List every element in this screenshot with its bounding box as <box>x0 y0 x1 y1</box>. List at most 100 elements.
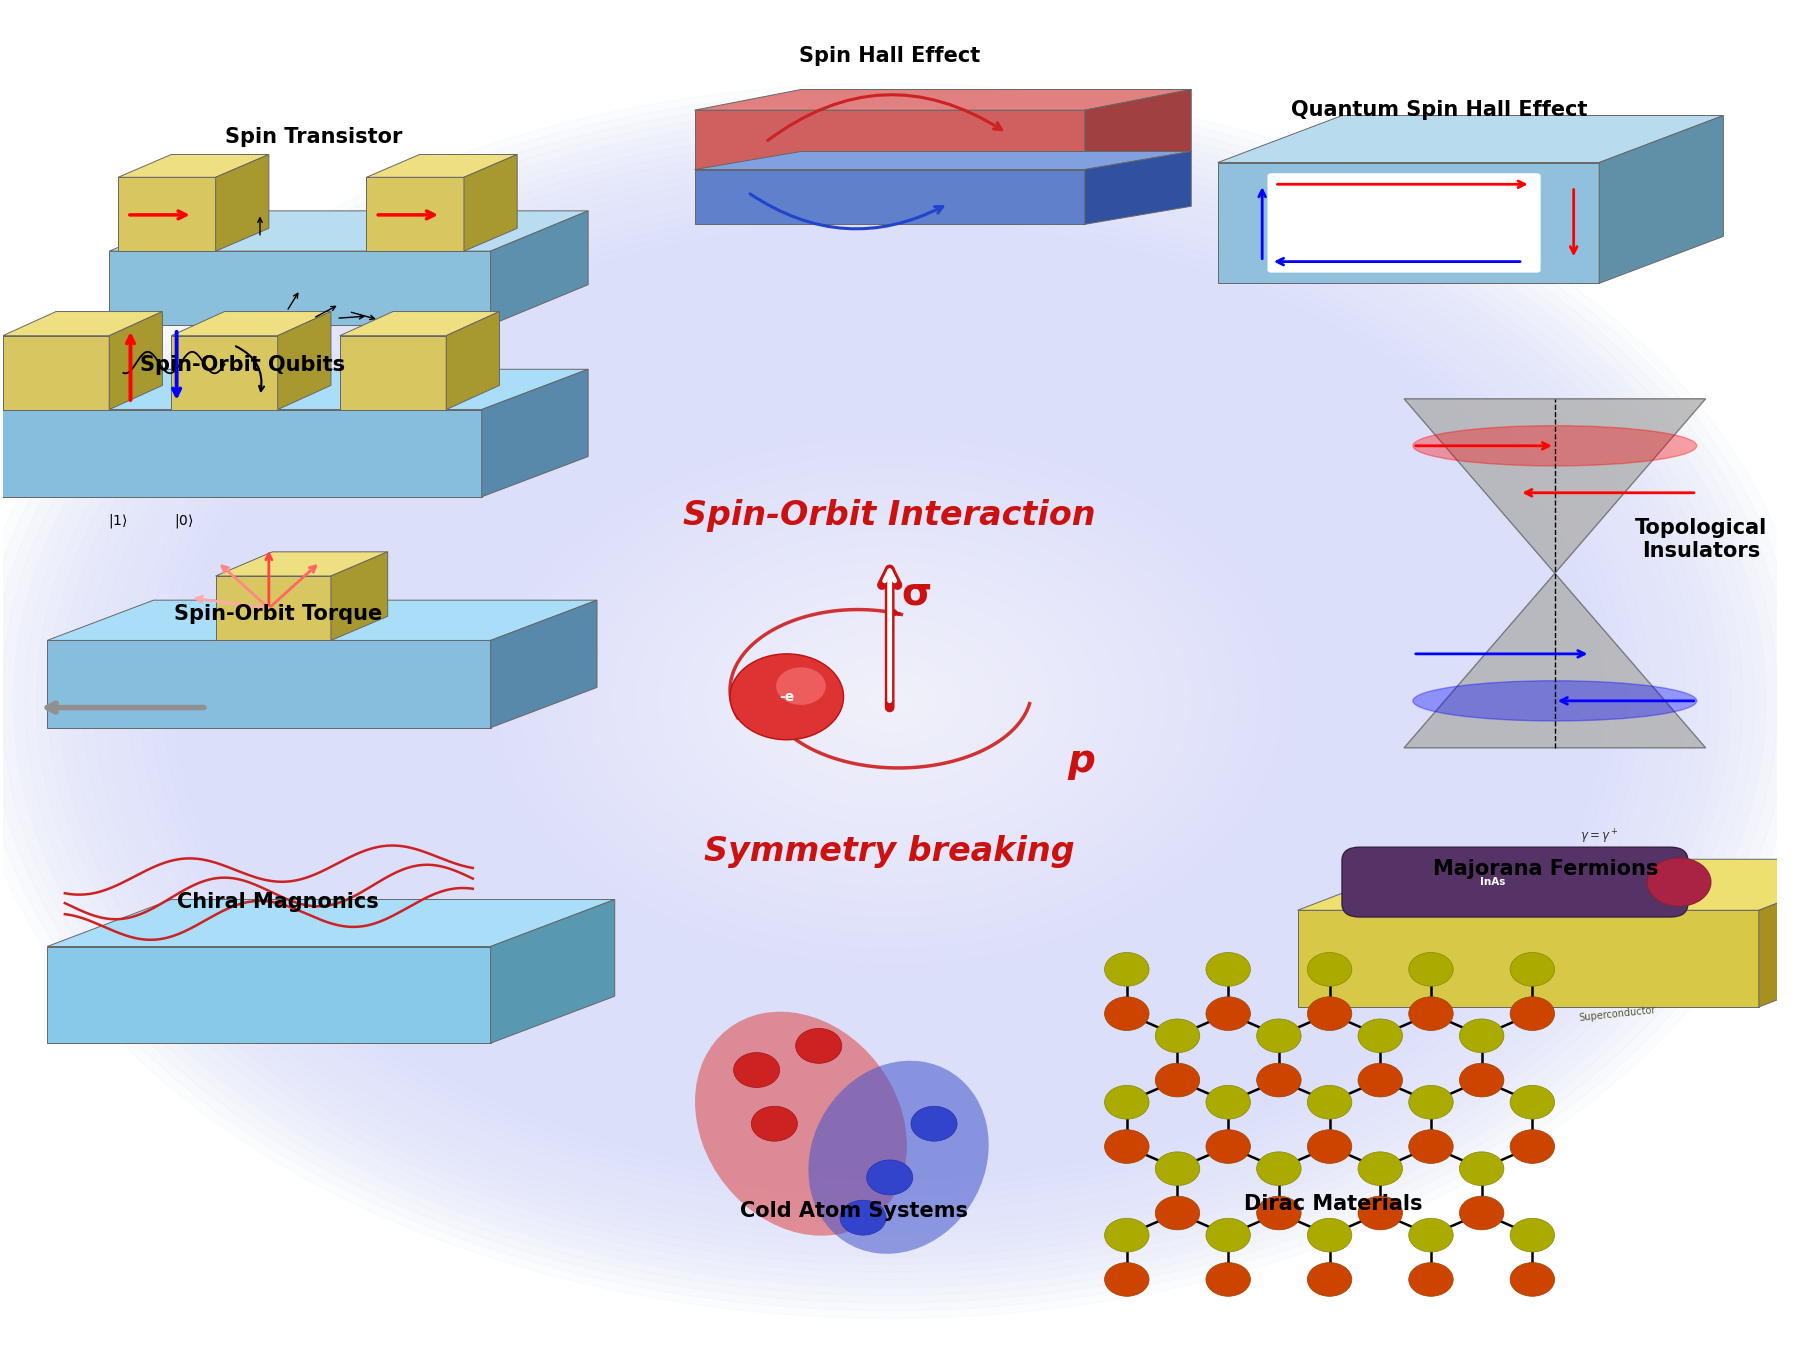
Ellipse shape <box>475 423 1305 979</box>
Ellipse shape <box>463 415 1316 987</box>
Ellipse shape <box>695 1012 907 1236</box>
Polygon shape <box>367 155 517 178</box>
Circle shape <box>1510 1085 1555 1119</box>
Ellipse shape <box>256 276 1525 1126</box>
Polygon shape <box>216 551 387 576</box>
Polygon shape <box>1085 89 1192 173</box>
FancyBboxPatch shape <box>1267 174 1541 272</box>
Polygon shape <box>446 311 499 410</box>
Polygon shape <box>340 311 499 336</box>
Ellipse shape <box>740 600 1040 801</box>
Ellipse shape <box>808 1061 988 1254</box>
Polygon shape <box>695 170 1085 224</box>
Text: Spin Hall Effect: Spin Hall Effect <box>799 46 981 66</box>
Ellipse shape <box>797 639 983 763</box>
Text: Quantum Spin Hall Effect: Quantum Spin Hall Effect <box>1291 100 1588 120</box>
Ellipse shape <box>0 92 1800 1310</box>
Circle shape <box>1357 1196 1402 1229</box>
Ellipse shape <box>648 539 1132 863</box>
Circle shape <box>1647 857 1712 906</box>
Ellipse shape <box>36 129 1742 1273</box>
Polygon shape <box>1759 859 1800 1007</box>
Polygon shape <box>1404 573 1706 748</box>
Polygon shape <box>277 311 331 410</box>
Ellipse shape <box>635 531 1143 871</box>
Circle shape <box>1256 1196 1301 1229</box>
Ellipse shape <box>878 693 902 709</box>
Ellipse shape <box>0 84 1800 1318</box>
Polygon shape <box>1598 116 1723 283</box>
Text: $|0\rangle$: $|0\rangle$ <box>175 512 194 530</box>
Ellipse shape <box>279 291 1501 1109</box>
Circle shape <box>1206 1130 1251 1163</box>
Circle shape <box>1307 1263 1352 1297</box>
Ellipse shape <box>347 338 1431 1064</box>
Ellipse shape <box>232 262 1546 1140</box>
Ellipse shape <box>1413 426 1697 466</box>
Ellipse shape <box>855 678 923 724</box>
Circle shape <box>1105 953 1148 987</box>
Circle shape <box>1256 1064 1301 1097</box>
Polygon shape <box>340 336 446 410</box>
Ellipse shape <box>117 183 1661 1219</box>
Polygon shape <box>0 410 482 497</box>
Circle shape <box>776 667 826 705</box>
Circle shape <box>1206 1085 1251 1119</box>
Text: Chiral Magnonics: Chiral Magnonics <box>176 892 378 913</box>
Circle shape <box>751 1107 797 1142</box>
Ellipse shape <box>556 477 1224 925</box>
Circle shape <box>1357 1151 1402 1185</box>
Ellipse shape <box>106 177 1674 1225</box>
Ellipse shape <box>70 152 1708 1248</box>
Ellipse shape <box>533 461 1247 940</box>
Polygon shape <box>1219 163 1598 283</box>
Ellipse shape <box>544 469 1235 933</box>
Ellipse shape <box>439 400 1339 1002</box>
Circle shape <box>1156 1019 1201 1053</box>
Circle shape <box>1409 1085 1453 1119</box>
Ellipse shape <box>428 392 1350 1010</box>
Text: Topological
Insulators: Topological Insulators <box>1634 518 1768 561</box>
Circle shape <box>1206 953 1251 987</box>
Polygon shape <box>464 155 517 251</box>
Ellipse shape <box>290 299 1489 1103</box>
Ellipse shape <box>187 231 1593 1171</box>
Circle shape <box>841 1200 886 1235</box>
Ellipse shape <box>520 454 1258 948</box>
Ellipse shape <box>729 593 1051 809</box>
Polygon shape <box>491 600 598 728</box>
Ellipse shape <box>382 361 1397 1041</box>
FancyBboxPatch shape <box>1343 847 1688 917</box>
Ellipse shape <box>245 268 1535 1134</box>
Ellipse shape <box>0 98 1789 1304</box>
Ellipse shape <box>360 346 1420 1055</box>
Ellipse shape <box>808 647 970 755</box>
Ellipse shape <box>716 585 1062 817</box>
Ellipse shape <box>371 353 1409 1049</box>
Circle shape <box>1105 1085 1148 1119</box>
Polygon shape <box>367 178 464 251</box>
Text: Spin-Orbit Qubits: Spin-Orbit Qubits <box>140 356 346 375</box>
Ellipse shape <box>578 492 1201 910</box>
Ellipse shape <box>1413 681 1697 721</box>
Circle shape <box>1307 1219 1352 1252</box>
Circle shape <box>911 1107 958 1142</box>
Polygon shape <box>119 178 216 251</box>
Circle shape <box>1105 1130 1148 1163</box>
Ellipse shape <box>337 330 1444 1072</box>
Circle shape <box>1409 996 1453 1030</box>
Circle shape <box>1307 1130 1352 1163</box>
Circle shape <box>1460 1151 1503 1185</box>
Ellipse shape <box>625 523 1156 879</box>
Polygon shape <box>47 600 598 640</box>
Circle shape <box>1510 996 1555 1030</box>
Circle shape <box>1307 1085 1352 1119</box>
Circle shape <box>1357 1019 1402 1053</box>
Circle shape <box>1460 1196 1503 1229</box>
Polygon shape <box>119 155 268 178</box>
Ellipse shape <box>83 160 1697 1242</box>
Text: $|1\rangle$: $|1\rangle$ <box>108 512 128 530</box>
Ellipse shape <box>787 631 994 770</box>
Polygon shape <box>110 251 491 325</box>
Ellipse shape <box>486 430 1292 971</box>
